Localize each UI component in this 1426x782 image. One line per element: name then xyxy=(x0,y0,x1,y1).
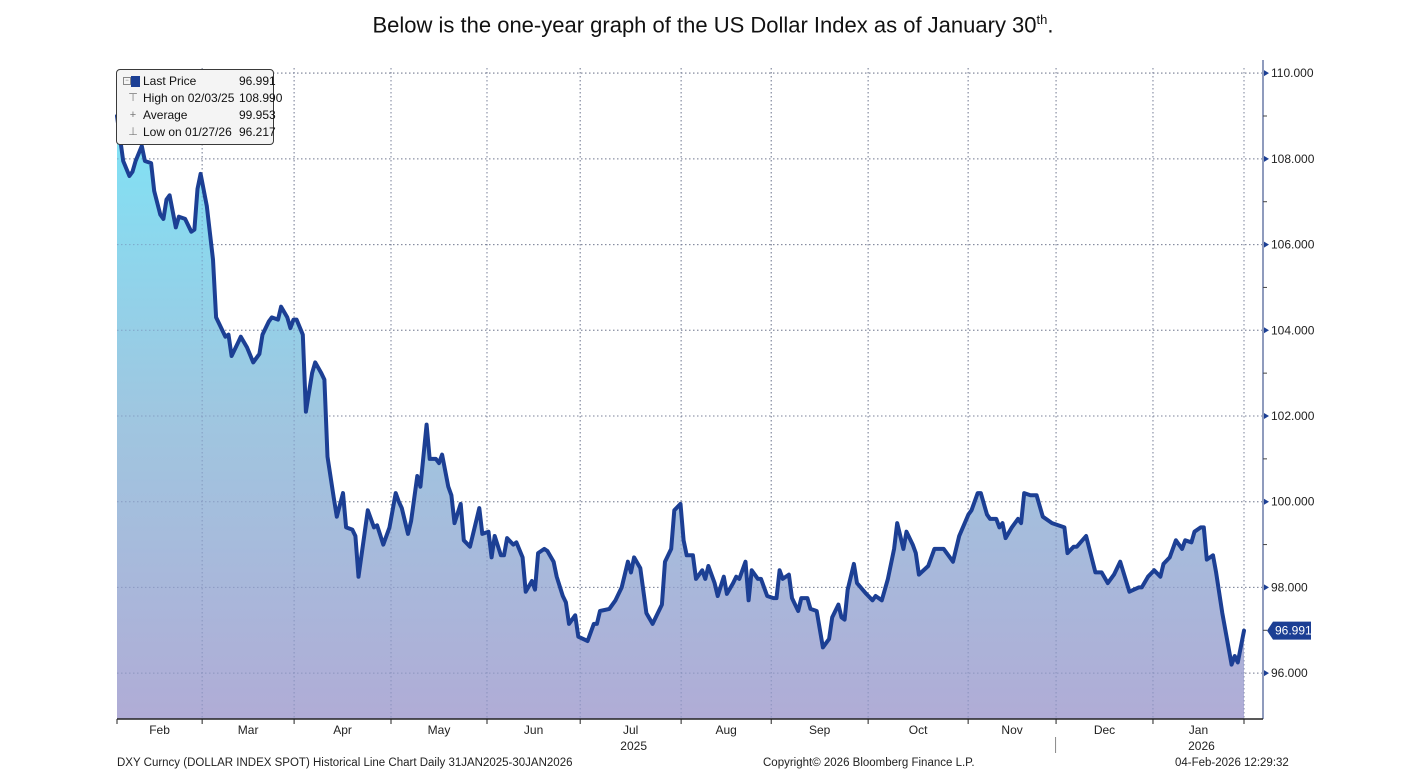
y-tick-arrow-icon xyxy=(1264,70,1269,77)
price-area-fill xyxy=(117,116,1244,719)
y-tick-arrow-icon xyxy=(1264,241,1269,248)
x-axis-ticks: Feb Mar Apr May Jun Jul 2025 Aug Sep Oct Nov Dec Jan… xyxy=(116,719,1245,753)
y-tick-label: 108.000 xyxy=(1271,152,1315,166)
x-month-label: Jun xyxy=(524,723,543,737)
low-marker-icon: ⊥ xyxy=(128,126,138,138)
legend-value: 96.217 xyxy=(239,125,276,139)
y-tick-arrow-icon xyxy=(1264,327,1269,334)
price-line-series xyxy=(115,114,1246,667)
page-title-period: . xyxy=(1047,12,1054,38)
page-title: Below is the one-year graph of the US Do… xyxy=(0,12,1426,38)
page-title-superscript: th xyxy=(1036,12,1048,27)
footer-chart-description: DXY Curncy (DOLLAR INDEX SPOT) Historica… xyxy=(117,757,573,769)
legend-label: Last Price xyxy=(143,74,197,88)
y-tick-arrow-icon xyxy=(1264,498,1269,505)
legend-value: 99.953 xyxy=(239,108,276,122)
axes xyxy=(117,60,1264,720)
y-axis-ticks: 96.000 98.000 100.000 102.000 104.000 106.000… xyxy=(1263,66,1315,680)
y-tick-arrow-icon xyxy=(1264,155,1269,162)
x-month-label: Apr xyxy=(333,723,352,737)
legend-row-high: ⊤ High on 02/03/25 108.990 xyxy=(125,90,282,106)
x-year-label: 2025 xyxy=(620,739,647,753)
x-month-label: Mar xyxy=(238,723,259,737)
x-month-label: Aug xyxy=(715,723,736,737)
square-swatch-icon xyxy=(131,76,140,87)
y-tick-label: 100.000 xyxy=(1271,495,1315,509)
y-tick-label: 96.000 xyxy=(1271,666,1308,680)
chart-legend: − Last Price 96.991 ⊤ High on 02/03/25 1… xyxy=(116,69,282,145)
x-month-label: Jan xyxy=(1189,723,1208,737)
legend-value: 96.991 xyxy=(239,74,276,88)
x-month-label: Oct xyxy=(909,723,928,737)
footer-timestamp: 04-Feb-2026 12:29:32 xyxy=(1175,757,1289,769)
y-tick-arrow-icon xyxy=(1264,413,1269,419)
last-price-tag-value: 96.991 xyxy=(1275,624,1312,638)
legend-label: Average xyxy=(143,108,188,122)
y-tick-label: 98.000 xyxy=(1271,580,1308,594)
collapse-toggle-icon[interactable]: − xyxy=(123,77,131,85)
x-month-label: Feb xyxy=(149,723,170,737)
legend-label: High on 02/03/25 xyxy=(143,91,235,105)
legend-row-last-price: − Last Price 96.991 xyxy=(123,73,276,89)
y-tick-label: 104.000 xyxy=(1271,323,1315,337)
footer-copyright: Copyright© 2026 Bloomberg Finance L.P. xyxy=(763,757,975,769)
y-tick-arrow-icon xyxy=(1264,670,1269,677)
x-month-label: Nov xyxy=(1001,723,1022,737)
legend-value: 108.990 xyxy=(239,91,283,105)
x-year-label: 2026 xyxy=(1188,739,1215,753)
x-month-label: Dec xyxy=(1094,723,1115,737)
average-marker-icon: + xyxy=(129,109,137,121)
y-tick-label: 106.000 xyxy=(1271,238,1315,252)
y-tick-arrow-icon xyxy=(1264,584,1269,591)
x-month-label: Jul xyxy=(623,723,638,737)
legend-row-low: ⊥ Low on 01/27/26 96.217 xyxy=(125,124,276,140)
x-month-label: May xyxy=(428,723,451,737)
x-month-label: Sep xyxy=(809,723,831,737)
page-title-text: Below is the one-year graph of the US Do… xyxy=(372,12,1037,38)
last-price-tag-shape xyxy=(1267,621,1311,640)
y-tick-label: 110.000 xyxy=(1271,66,1314,80)
legend-row-average: + Average 99.953 xyxy=(125,107,276,123)
last-price-tag: 96.991 xyxy=(1267,621,1312,640)
y-tick-label: 102.000 xyxy=(1271,409,1315,423)
legend-label: Low on 01/27/26 xyxy=(143,125,232,139)
high-marker-icon: ⊤ xyxy=(128,92,138,104)
